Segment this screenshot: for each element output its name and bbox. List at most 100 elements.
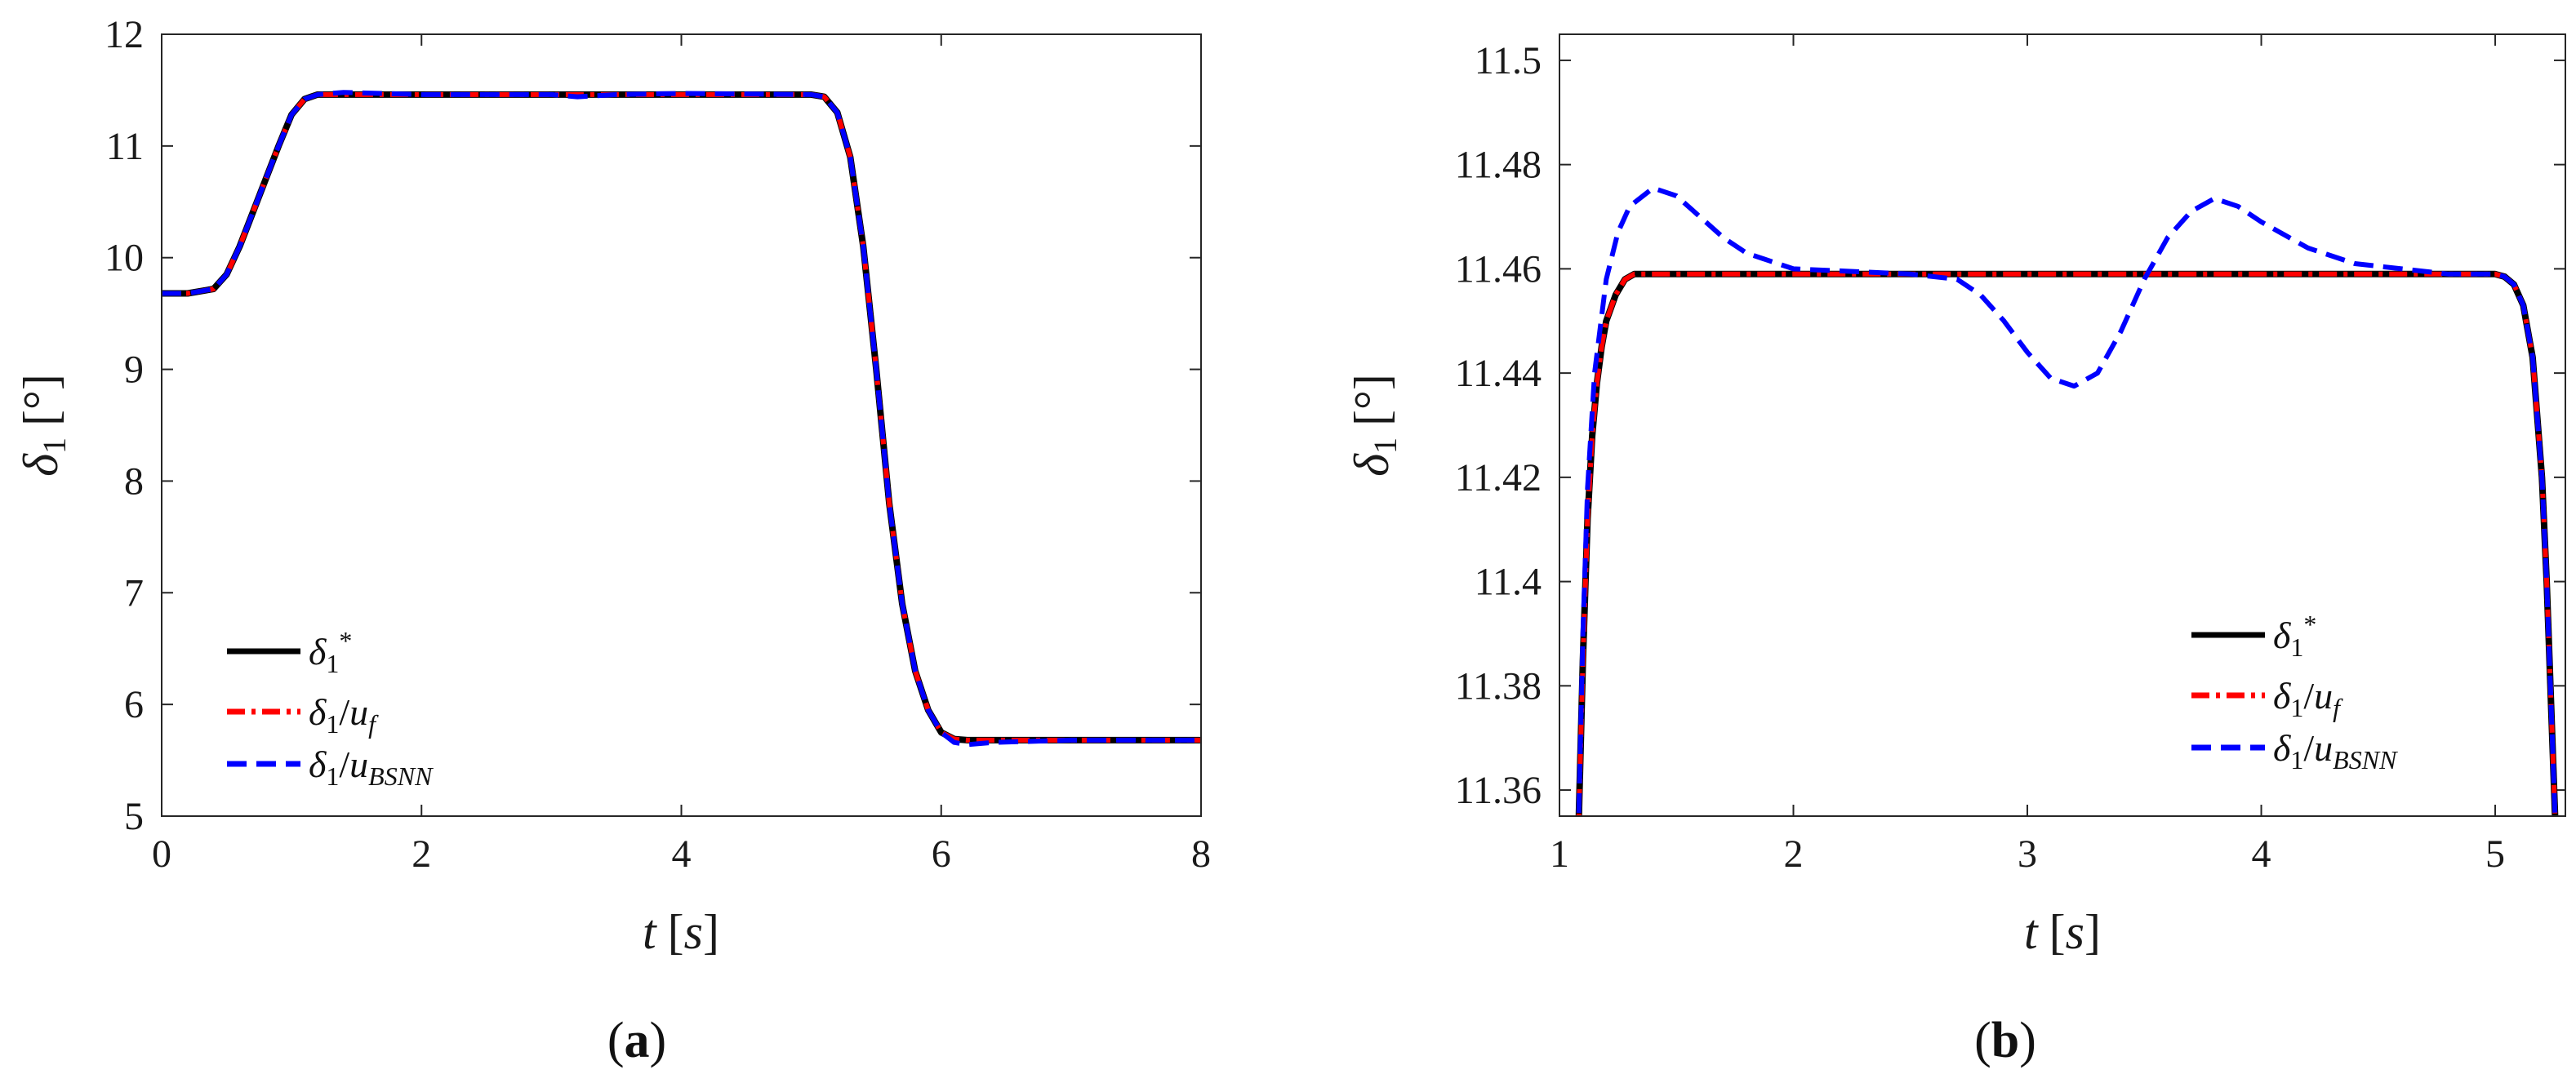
panel-b-x-tick-label: 3: [2018, 832, 2037, 876]
panel-b-plot-area: [1559, 34, 2565, 816]
panel-b-ylabel-unit-close: ]: [1345, 374, 1399, 390]
panel-b-xlabel-unit-open: [: [2049, 905, 2066, 959]
panel-b-y-tick-label: 11.46: [1455, 247, 1542, 291]
panel-b-xlabel-unit: s: [2066, 905, 2084, 959]
panel-a-x-ticks: 0 2 4 6 8: [152, 34, 1211, 876]
panel-a-label-open: (: [607, 1013, 625, 1068]
panel-b-legend-3-base: δ: [2273, 727, 2291, 769]
panel-a-plot-frame: [161, 33, 1202, 817]
panel-b-label-open: (: [1974, 1013, 1991, 1068]
panel-a-series-group: [162, 90, 1201, 748]
panel-a-label: (a): [607, 1013, 666, 1068]
panel-b-y-axis-label: δ1 [°]: [1345, 374, 1404, 477]
panel-a-legend-2-sub: 1: [326, 709, 339, 739]
panel-a-legend-text-1: δ1*: [309, 626, 352, 678]
panel-a-xlabel-unit-close: ]: [703, 905, 719, 959]
panel-a-xlabel-symbol: t: [643, 905, 657, 959]
panel-a-legend-text-2: δ1/uf: [309, 691, 379, 739]
panel-a-legend: δ1* δ1/uf δ1/uBSNN: [227, 626, 434, 791]
panel-a-x-tick-label: 2: [412, 832, 431, 876]
panel-a-label-letter: a: [625, 1013, 650, 1068]
panel-a-y-tick-label: 6: [124, 683, 144, 726]
panel-b-legend-3-sub: 1: [2290, 745, 2303, 775]
panel-a-x-axis-label: t [s]: [643, 905, 719, 959]
panel-b-legend-3-varsub: BSNN: [2333, 745, 2398, 775]
panel-a-ylabel-unit: °: [14, 390, 68, 410]
panel-b-y-tick-label: 11.5: [1475, 39, 1542, 82]
panel-a-y-tick-label: 8: [124, 459, 144, 503]
panel-a-y-axis-label: δ1 [°]: [14, 374, 73, 477]
panel-a-x-tick-label: 8: [1191, 832, 1211, 876]
panel-b-y-tick-label: 11.4: [1475, 561, 1542, 604]
panel-a-ylabel-unit-open: [: [14, 410, 68, 426]
panel-b-y-tick-label: 11.48: [1455, 144, 1542, 187]
panel-b-series-group: [1575, 185, 2559, 816]
panel-b-y-ticks: 11.36 11.38 11.4 11.42 11.44 11.46 11.48 11.5: [1455, 39, 2565, 812]
panel-b-legend-2-slash: /: [2303, 675, 2314, 717]
panel-b-series-line-3: [1576, 185, 2558, 816]
panel-b-xlabel-symbol: t: [2024, 905, 2039, 959]
panel-b-legend-text-3: δ1/uBSNN: [2273, 727, 2398, 775]
panel-b-ylabel-unit: °: [1345, 390, 1399, 410]
panel-b-series-line-2: [1576, 271, 2558, 816]
panel-b-ylabel-unit-open: [: [1345, 410, 1399, 426]
panel-b-ylabel-symbol: δ: [1345, 453, 1399, 477]
panel-b-legend-2-sub: 1: [2290, 693, 2303, 722]
panel-a-legend-1-sub: 1: [326, 649, 339, 678]
panel-a-series-line-3: [162, 90, 1201, 748]
panel-a-xlabel-unit: s: [684, 905, 703, 959]
panel-a-x-tick-label: 0: [152, 832, 171, 876]
panel-a-legend-2-base: δ: [309, 691, 327, 733]
panel-b-x-axis-label: t [s]: [2024, 905, 2101, 959]
panel-b-y-tick-label: 11.36: [1455, 769, 1542, 812]
panel-b-plot-frame: [1559, 33, 2566, 817]
panel-b-legend-3-var: u: [2314, 727, 2333, 769]
panel-a-ylabel-subscript: 1: [36, 437, 73, 454]
panel-b-legend-3-slash: /: [2303, 727, 2314, 769]
panel-a-legend-1-sup: *: [339, 626, 352, 655]
panel-a-x-tick-label: 6: [932, 832, 951, 876]
panel-b-x-tick-label: 5: [2485, 832, 2505, 876]
panel-a-plot-area: [162, 34, 1201, 816]
panel-b-legend-1-sup: *: [2303, 610, 2316, 639]
panel-b-x-tick-label: 4: [2252, 832, 2271, 876]
panel-a-y-tick-label: 10: [105, 237, 144, 280]
panel-b-legend-text-2: δ1/uf: [2273, 675, 2343, 722]
panel-b-y-tick-label: 11.42: [1455, 456, 1542, 499]
panel-a-legend-3-varsub: BSNN: [368, 761, 434, 791]
panel-b-legend-2-base: δ: [2273, 675, 2291, 717]
panel-a-x-tick-label: 4: [672, 832, 692, 876]
panel-b-label: (b): [1974, 1013, 2036, 1068]
panel-b-x-ticks: 1 2 3 4 5: [1550, 34, 2505, 876]
panel-a-ylabel-symbol: δ: [14, 453, 68, 477]
panel-b-legend-1-sub: 1: [2290, 632, 2303, 662]
panel-a-legend-3-slash: /: [339, 743, 349, 785]
panel-b-label-close: ): [2019, 1013, 2036, 1068]
panel-b-ylabel-subscript: 1: [1367, 437, 1404, 454]
panel-b-xlabel-unit-close: ]: [2084, 905, 2101, 959]
panel-a-y-tick-label: 9: [124, 348, 144, 392]
panel-b-legend-text-1: δ1*: [2273, 610, 2316, 662]
panel-a-legend-2-slash: /: [339, 691, 349, 733]
panel-a-legend-3-var: u: [349, 743, 368, 785]
panel-b-y-tick-label: 11.44: [1455, 352, 1542, 395]
panel-a-legend-text-3: δ1/uBSNN: [309, 743, 434, 791]
panel-a-y-tick-label: 7: [124, 571, 144, 615]
panel-a-label-close: ): [650, 1013, 667, 1068]
panel-b-x-tick-label: 2: [1784, 832, 1804, 876]
panel-a-legend-1-base: δ: [309, 631, 327, 672]
panel-b-chart: 1 2 3 4 5 11.36 11.38 11.4 11.42 11.44 11.46 11.48…: [1345, 33, 2566, 1068]
panel-a-ylabel-unit-close: ]: [14, 374, 68, 390]
panel-b-x-tick-label: 1: [1550, 832, 1569, 876]
panel-a-legend-3-base: δ: [309, 743, 327, 785]
panel-a-legend-3-sub: 1: [326, 761, 339, 791]
panel-b-label-letter: b: [1991, 1013, 2019, 1068]
panel-a-legend-2-var: u: [349, 691, 368, 733]
panel-a-y-tick-label: 12: [105, 13, 144, 56]
panel-b-legend-2-var: u: [2314, 675, 2333, 717]
panel-b-legend-1-base: δ: [2273, 615, 2291, 656]
panel-a-y-tick-label: 5: [124, 795, 144, 838]
